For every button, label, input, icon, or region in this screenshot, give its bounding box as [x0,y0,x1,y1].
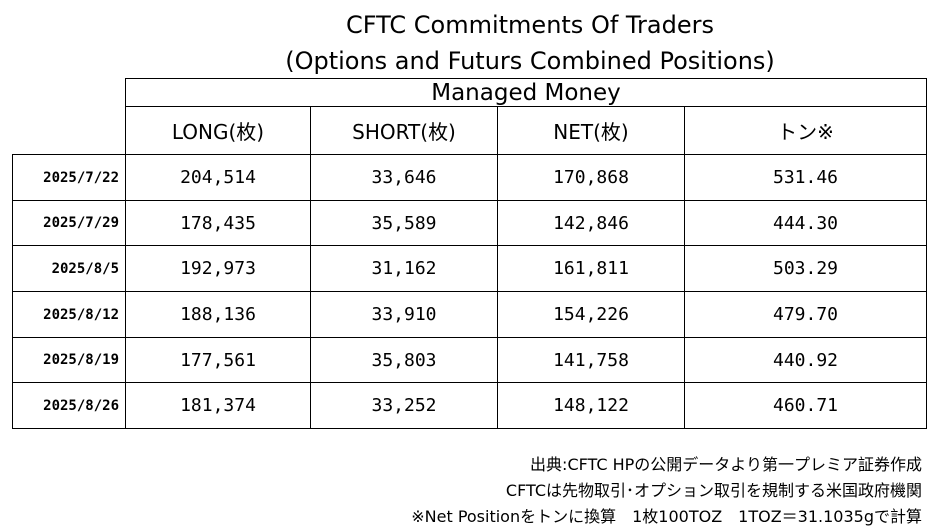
date-cell: 2025/7/22 [43,169,119,186]
table-line [12,337,927,338]
page-title: CFTC Commitments Of Traders [345,11,714,39]
date-cell: 2025/7/29 [43,215,119,231]
net-cell: 154,226 [553,304,629,325]
table-line [125,78,126,429]
net-cell: 161,811 [553,258,629,279]
conversion-note: ※Net Positionをトンに換算 1枚100TOZ 1TOZ＝31.103… [411,507,922,526]
long-cell: 177,561 [180,349,256,371]
tons-cell: 444.30 [772,212,839,234]
long-cell: 188,136 [180,304,256,325]
table-line [12,245,927,246]
tons-cell: 440.92 [772,349,839,371]
net-cell: 148,122 [553,395,629,416]
short-cell: 33,252 [371,395,437,416]
long-cell: 192,973 [180,258,256,279]
cftc-note: CFTCは先物取引･オプション取引を規制する米国政府機関 [505,481,922,500]
tons-cell: 503.29 [772,258,839,279]
long-cell: 181,374 [180,395,256,416]
date-cell: 2025/8/5 [51,260,119,277]
table-line [12,291,927,292]
table-line [12,382,927,383]
table-line [12,154,13,429]
short-cell: 33,910 [371,304,437,325]
table-line [12,154,927,155]
source-note: 出典:CFTC HPの公開データより第一プレミア証券作成 [530,455,922,474]
short-cell: 31,162 [371,258,437,279]
table-line [125,78,927,79]
date-cell: 2025/8/12 [43,306,119,323]
long-cell: 204,514 [180,167,256,188]
column-header-tons: トン※ [777,120,834,144]
column-header-short: SHORT(枚) [352,120,456,144]
net-cell: 142,846 [553,212,629,234]
column-header-long: LONG(枚) [171,120,265,144]
column-header-net: NET(枚) [553,120,629,144]
net-cell: 141,758 [553,349,629,371]
page-subtitle: (Options and Futurs Combined Positions) [285,47,775,75]
short-cell: 35,589 [371,212,437,234]
table-line [497,106,498,429]
date-cell: 2025/8/26 [43,397,119,414]
net-cell: 170,868 [553,167,629,188]
date-cell: 2025/8/19 [43,352,119,368]
managed-money-header: Managed Money [431,79,621,106]
table-line [926,78,927,429]
footnotes: 出典:CFTC HPの公開データより第一プレミア証券作成 CFTCは先物取引･オ… [411,452,922,530]
long-cell: 178,435 [180,212,256,234]
short-cell: 35,803 [371,349,437,371]
short-cell: 33,646 [371,167,437,188]
table-line [310,106,311,429]
tons-cell: 460.71 [772,395,839,416]
table-line [684,106,685,429]
table-line [12,428,927,429]
table-line [125,106,927,107]
tons-cell: 479.70 [772,304,839,325]
tons-cell: 531.46 [772,167,839,188]
table-line [12,200,927,201]
